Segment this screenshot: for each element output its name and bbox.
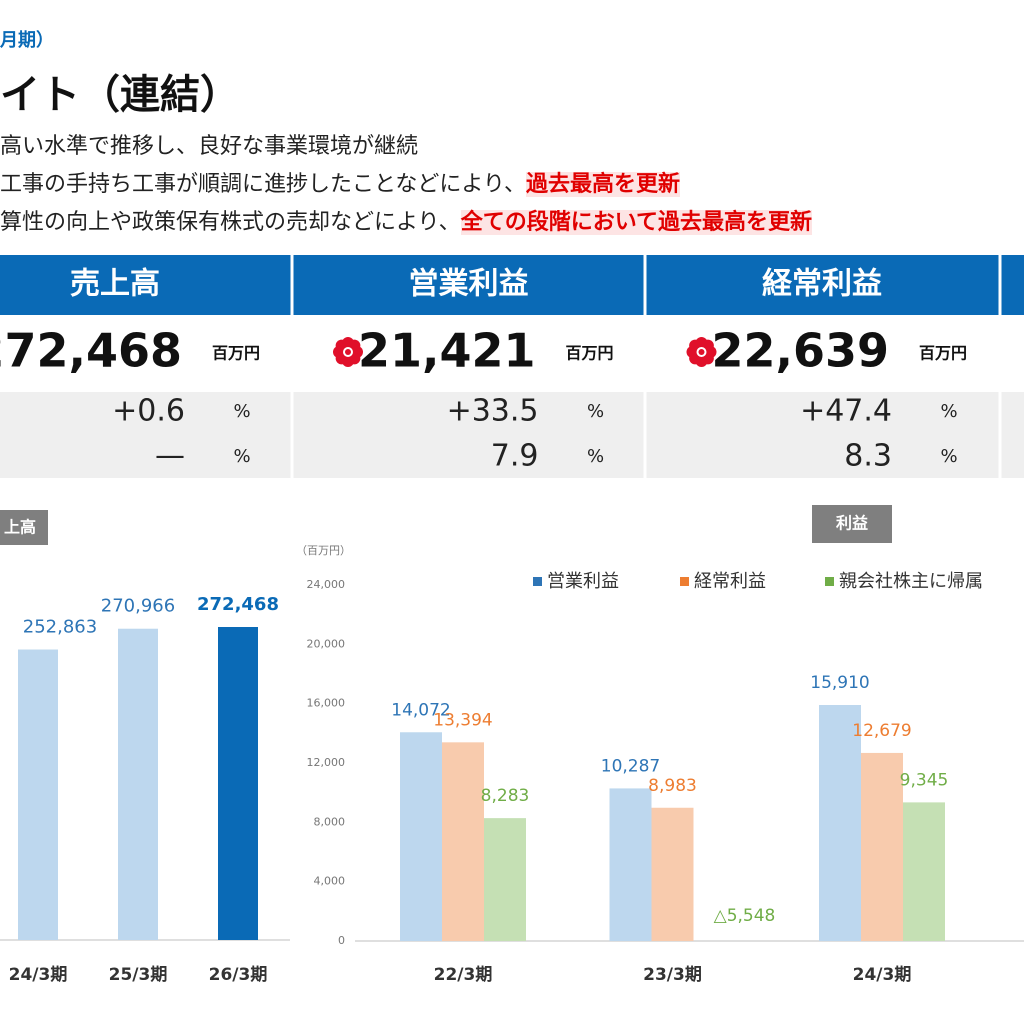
title: イト（連結） (0, 72, 240, 118)
kpi-value: 21,421 (358, 324, 536, 378)
highlight: 全ての段階において過去最高を更新 (460, 210, 813, 235)
x-tick-label: 24/3期 (9, 965, 68, 985)
kpi-row-value: — (155, 439, 185, 474)
kpi-label: 経常利益 (762, 267, 882, 302)
legend-label: 営業利益 (547, 571, 619, 592)
data-label: 13,394 (433, 710, 492, 730)
bar (609, 788, 652, 941)
y-tick-label: 24,000 (307, 578, 346, 591)
data-label: 272,468 (197, 594, 279, 615)
kpi-unit: 百万円 (212, 344, 260, 363)
kpi-row-value: 8.3 (844, 439, 892, 474)
kpi-row-unit: % (233, 446, 250, 467)
y-tick-label: 16,000 (307, 697, 346, 710)
bar (819, 705, 861, 941)
bar (118, 628, 158, 940)
data-label: 14,072 (391, 700, 450, 720)
kpi-unit: 百万円 (566, 344, 614, 363)
data-label: 15,910 (810, 673, 869, 693)
data-label: 252,863 (23, 617, 97, 638)
kpi-separators (290, 255, 1002, 478)
y-tick-label: 8,000 (314, 815, 346, 828)
data-label: 9,345 (900, 770, 949, 790)
data-label: 12,679 (852, 721, 911, 741)
highlight: 過去最高を更新 (526, 172, 681, 197)
kpi-gray-band (0, 392, 1024, 478)
kpi-label: 売上高 (70, 267, 160, 302)
x-tick-label: 23/3期 (643, 965, 702, 985)
data-label: 8,283 (481, 786, 530, 806)
y-tick-label: 20,000 (307, 637, 346, 650)
kpi-row-unit: % (940, 446, 957, 467)
chart-title-box (0, 510, 48, 545)
record-icon (333, 337, 363, 367)
kpi-row-unit: % (587, 401, 604, 422)
data-label: 10,287 (601, 756, 660, 776)
bar (861, 752, 903, 941)
petal-core (698, 349, 705, 355)
legend-label: 経常利益 (694, 571, 766, 592)
bar (484, 818, 526, 941)
kpi-row-unit: % (233, 401, 250, 422)
period: 月期） (0, 30, 54, 51)
kpi-unit: 百万円 (919, 344, 967, 363)
bullet-text: 算性の向上や政策保有株式の売却などにより、 (0, 210, 461, 235)
legend-swatch (825, 577, 834, 586)
bar (218, 627, 258, 940)
chart-title: 上高 (4, 518, 36, 537)
data-label: △5,548 (714, 906, 776, 926)
chart-title: 利益 (836, 514, 868, 533)
x-tick-label: 22/3期 (434, 965, 493, 985)
kpi-row-value: 7.9 (491, 439, 539, 474)
plot (400, 705, 945, 941)
kpi-row-value: +47.4 (800, 394, 892, 429)
legend-swatch (680, 577, 689, 586)
legend-label: 親会社株主に帰属 (839, 571, 983, 592)
y-tick-label: 12,000 (307, 756, 346, 769)
kpi-row-value: +33.5 (447, 394, 539, 429)
chart-title-box (812, 505, 892, 543)
y-unit: （百万円） (296, 544, 351, 557)
bar (400, 732, 442, 941)
record-icon (686, 337, 717, 367)
y-tick-label: 4,000 (314, 875, 346, 888)
bar (18, 649, 58, 940)
bar (442, 742, 484, 941)
x-tick-label: 26/3期 (209, 965, 268, 985)
kpi-row-unit: % (587, 446, 604, 467)
kpi-value: 22,639 (711, 324, 889, 378)
kpi-row-value: +0.6 (112, 394, 185, 429)
bullet-text: 工事の手持ち工事が順調に進捗したことなどにより、 (0, 172, 527, 197)
bar (651, 807, 694, 941)
kpi-label: 営業利益 (409, 267, 529, 302)
legend-swatch (533, 577, 542, 586)
data-label: 270,966 (101, 596, 175, 617)
bullet: 高い水準で推移し、良好な事業環境が継続 (0, 128, 418, 160)
kpi-value: 272,468 (0, 324, 182, 378)
x-tick-label: 24/3期 (853, 965, 912, 985)
petal-core (345, 349, 351, 355)
y-tick-label: 0 (338, 934, 345, 947)
kpi-row-unit: % (940, 401, 957, 422)
kpi-header-band (0, 255, 1024, 315)
bullet: 工事の手持ち工事が順調に進捗したことなどにより、過去最高を更新 (0, 166, 681, 198)
bullet-text: 高い水準で推移し、良好な事業環境が継続 (0, 134, 419, 159)
bullet: 算性の向上や政策保有株式の売却などにより、全ての段階において過去最高を更新 (0, 204, 813, 236)
data-label: 8,983 (648, 776, 697, 796)
bar (903, 802, 945, 941)
x-tick-label: 25/3期 (109, 965, 168, 985)
